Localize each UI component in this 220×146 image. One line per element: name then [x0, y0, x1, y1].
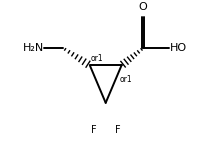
Text: F: F — [91, 125, 96, 135]
Text: H₂N: H₂N — [23, 43, 44, 53]
Text: or1: or1 — [119, 75, 132, 84]
Text: or1: or1 — [91, 54, 103, 63]
Text: O: O — [139, 2, 147, 12]
Text: HO: HO — [170, 43, 187, 53]
Text: F: F — [115, 125, 121, 135]
